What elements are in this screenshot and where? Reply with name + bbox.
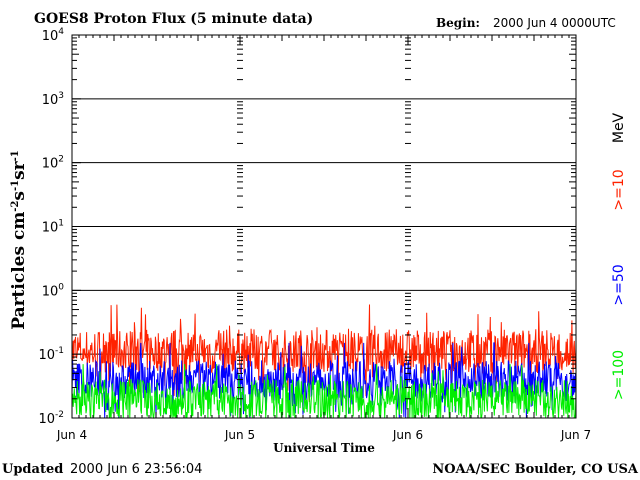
chart-title: GOES8 Proton Flux (5 minute data) xyxy=(34,11,313,27)
legend-series-ge10: >=10 xyxy=(611,169,627,210)
y-tick-label: 100 xyxy=(42,282,65,299)
x-tick-label: Jun 7 xyxy=(560,428,591,442)
updated-value: 2000 Jun 6 23:56:04 xyxy=(70,462,202,477)
y-tick-label: 103 xyxy=(42,91,64,108)
legend-series-ge100: >=100 xyxy=(611,350,627,400)
y-tick-label: 10-2 xyxy=(38,410,64,427)
y-tick-labels: 104 103 102 101 100 10-1 10-2 xyxy=(38,27,64,427)
y-tick-label: 101 xyxy=(42,219,64,236)
x-axis-title: Universal Time xyxy=(273,441,375,455)
x-tick-labels: Jun 4 Jun 5 Jun 6 Jun 7 xyxy=(56,428,591,442)
begin-value: 2000 Jun 4 0000UTC xyxy=(493,16,616,30)
tick-layer xyxy=(72,34,576,418)
updated-label: Updated xyxy=(2,462,63,477)
y-tick-label: 10-1 xyxy=(38,346,64,363)
y-axis-title: Particles cm-2s-1sr-1 xyxy=(9,150,29,330)
x-tick-label: Jun 6 xyxy=(392,428,423,442)
legend: MeV >=10 >=50 >=100 xyxy=(611,112,627,400)
legend-units: MeV xyxy=(611,112,627,143)
x-tick-label: Jun 5 xyxy=(224,428,255,442)
legend-series-ge50: >=50 xyxy=(611,264,627,305)
begin-label: Begin: xyxy=(436,16,480,30)
y-tick-label: 104 xyxy=(42,27,65,44)
grid-layer xyxy=(72,98,576,355)
series-line-ge10 xyxy=(71,304,577,403)
series-layer xyxy=(71,304,577,420)
y-tick-label: 102 xyxy=(42,155,64,172)
x-tick-label: Jun 4 xyxy=(56,428,87,442)
credit-text: NOAA/SEC Boulder, CO USA xyxy=(432,462,639,477)
